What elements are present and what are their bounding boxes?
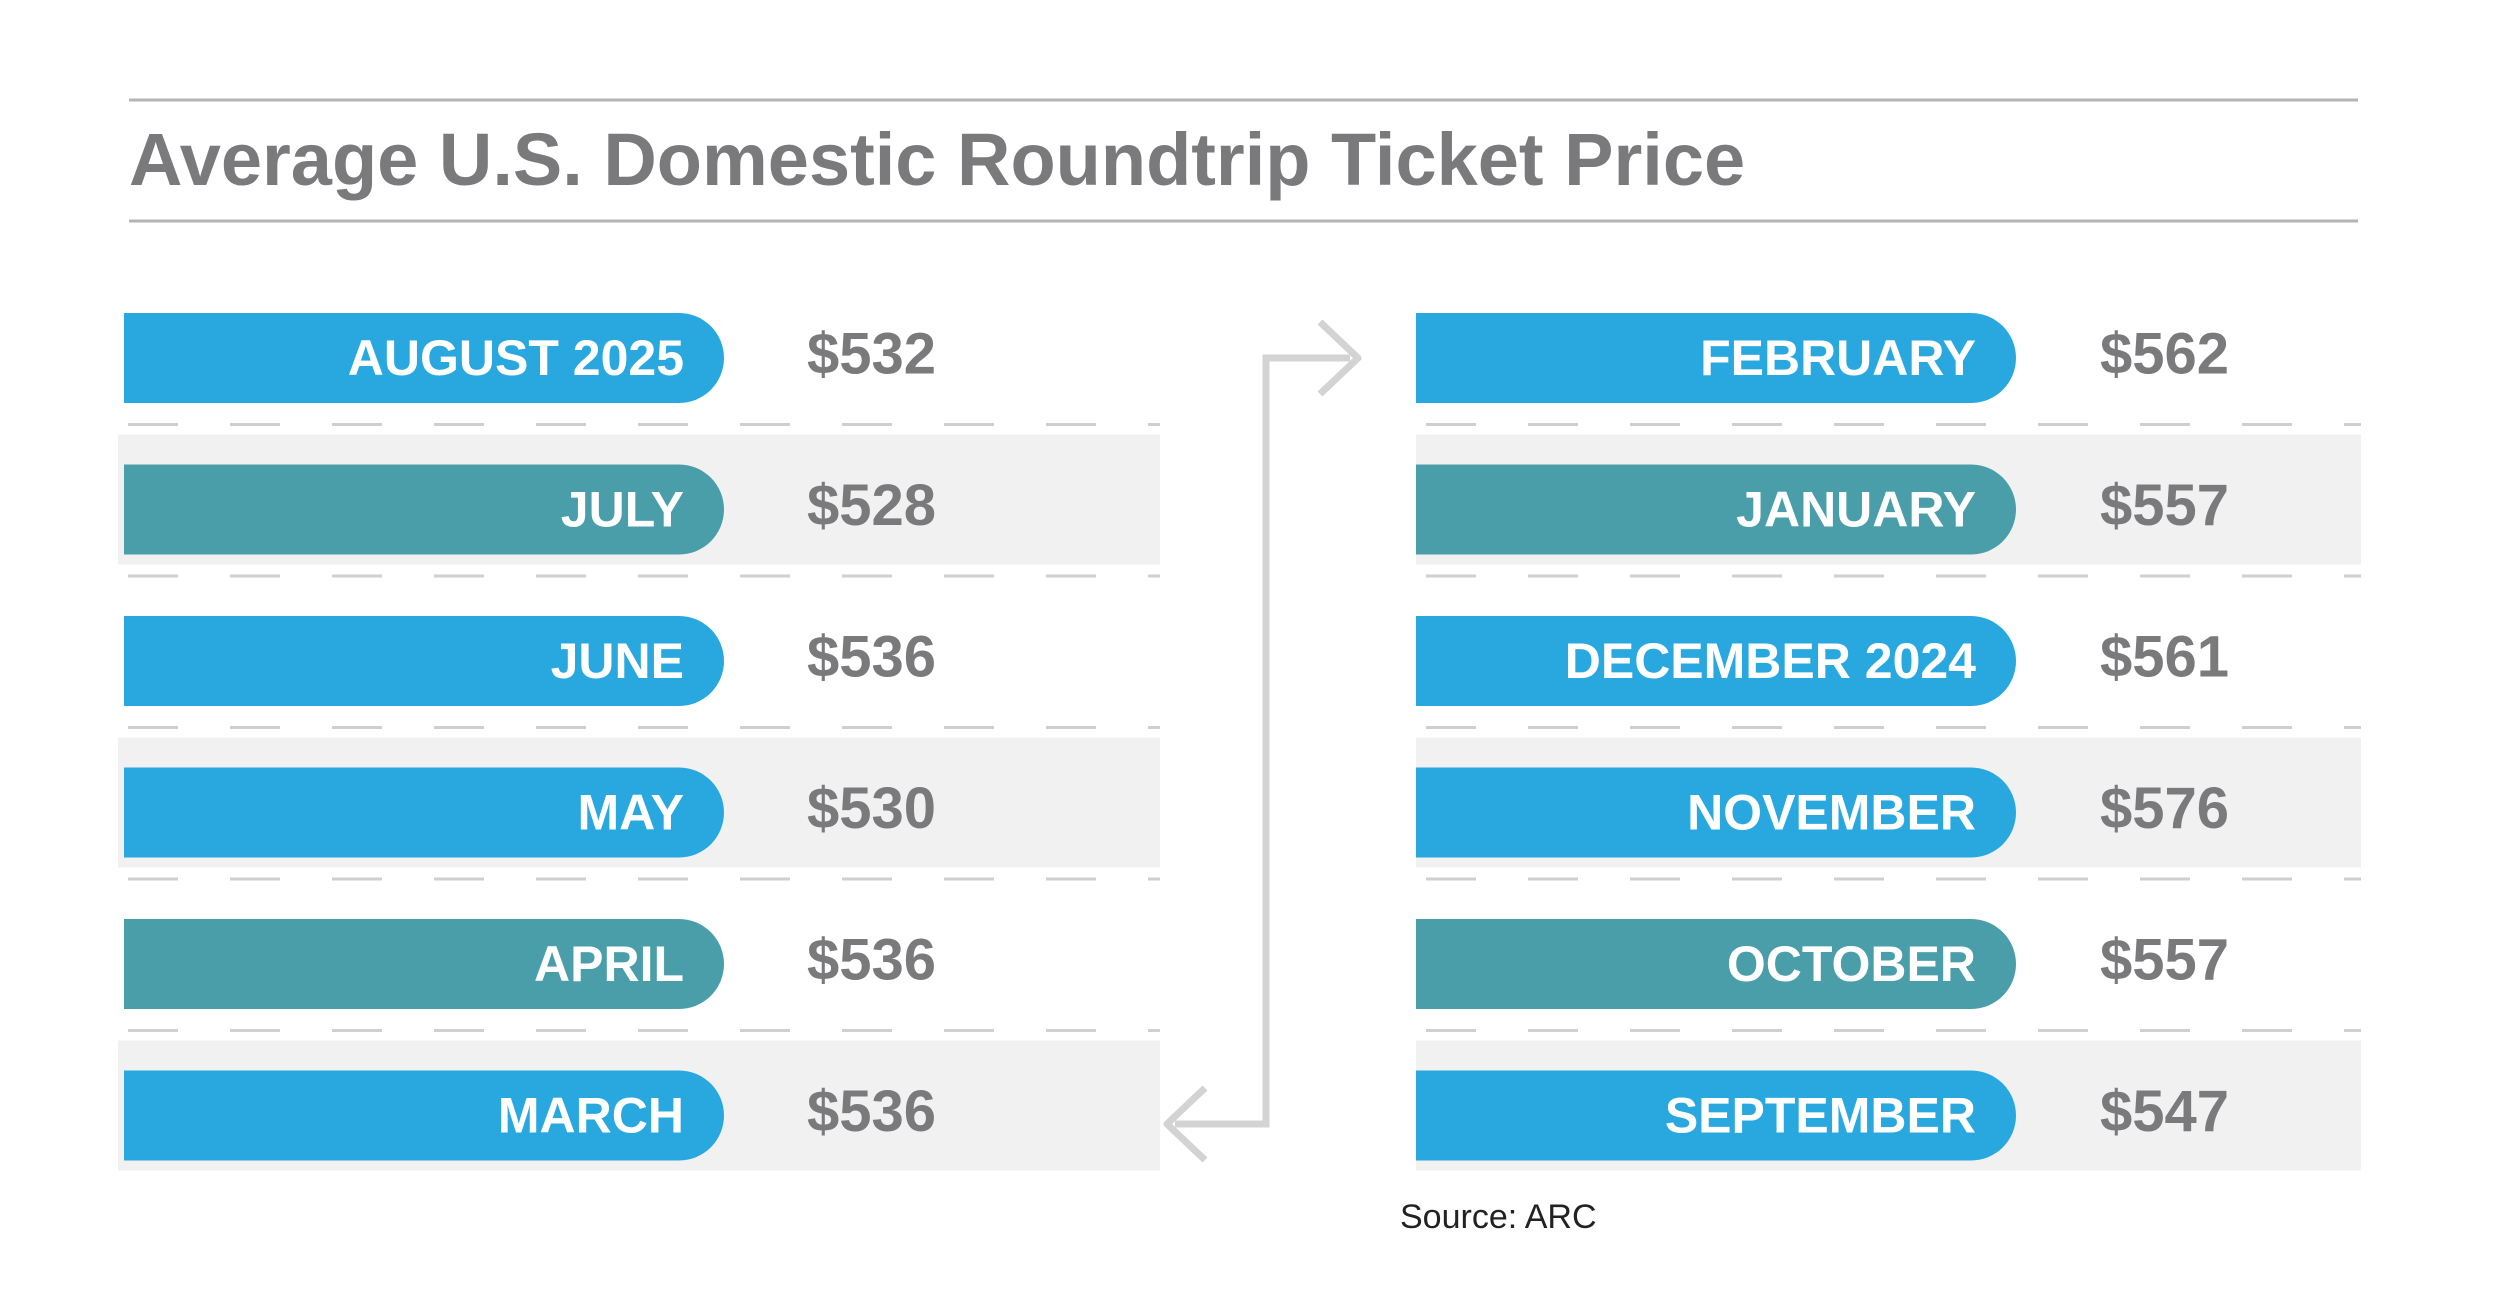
price: $557 [2100, 927, 2229, 992]
month-label: APRIL [534, 936, 684, 992]
month-bar [1416, 1070, 2016, 1161]
price: $561 [2100, 624, 2229, 689]
month-bar [1416, 919, 2016, 1009]
month-label: MARCH [498, 1088, 684, 1144]
title: Average U.S. Domestic Roundtrip Ticket P… [129, 118, 1745, 201]
source: Source: ARC [1400, 1198, 1597, 1236]
price: $557 [2100, 473, 2229, 538]
price: $536 [807, 927, 936, 992]
month-bar [1416, 464, 2016, 555]
month-bar [124, 313, 724, 403]
month-label: JULY [561, 482, 684, 538]
price: $547 [2100, 1079, 2229, 1144]
price: $530 [807, 776, 936, 841]
month-label: JANUARY [1736, 482, 1976, 538]
price: $536 [807, 1079, 936, 1144]
month-bar [124, 616, 724, 706]
price: $562 [2100, 321, 2229, 386]
month-bar [124, 1070, 725, 1161]
month-bar [124, 767, 725, 858]
month-label: JUNE [551, 633, 684, 689]
price: $528 [807, 473, 936, 538]
month-label: OCTOBER [1727, 936, 1976, 992]
month-label: FEBRUARY [1700, 330, 1976, 386]
price: $536 [807, 624, 936, 689]
price: $532 [807, 321, 936, 386]
connector-arrow [1163, 319, 1362, 1163]
month-bar [124, 919, 724, 1009]
month-bar [1416, 616, 2016, 706]
month-label: MAY [577, 785, 684, 841]
month-label: NOVEMBER [1687, 785, 1976, 841]
month-bar [1416, 313, 2016, 403]
month-label: AUGUST 2025 [348, 330, 684, 386]
month-label: SEPTEMBER [1665, 1088, 1976, 1144]
price: $576 [2100, 776, 2229, 841]
month-bar [1416, 767, 2016, 858]
rows: AUGUST 2025 $532 JULY $528 JUNE $536 MAY $530 AP… [118, 313, 2361, 1171]
month-bar [124, 464, 725, 555]
month-label: DECEMBER 2024 [1565, 633, 1976, 689]
